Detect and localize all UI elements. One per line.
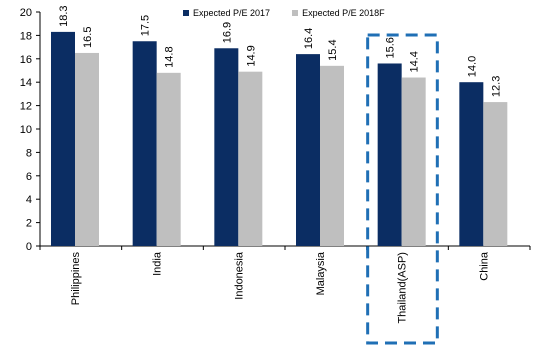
- bar-2017: [51, 31, 75, 246]
- bar-2017: [132, 41, 157, 246]
- data-label: 16.5: [82, 27, 94, 48]
- y-tick-label: 14: [20, 77, 32, 89]
- y-tick-label: 20: [20, 7, 32, 19]
- category-label: China: [478, 251, 490, 281]
- bar-2017: [459, 82, 484, 246]
- bar-2018f: [401, 77, 426, 247]
- data-label: 14.9: [245, 45, 257, 66]
- data-label: 16.9: [221, 22, 233, 43]
- chart-legend: Expected P/E 2017 Expected P/E 2018F: [183, 8, 385, 18]
- data-label: 14.0: [466, 56, 478, 77]
- y-tick-label: 6: [26, 171, 32, 183]
- y-tick-label: 2: [26, 218, 32, 230]
- category-label: Philippines: [70, 252, 82, 306]
- bar-2018f: [238, 71, 263, 246]
- bar-2018f: [483, 102, 508, 246]
- y-tick-label: 18: [20, 30, 32, 42]
- y-tick-label: 0: [26, 241, 32, 253]
- legend-swatch-2017: [183, 10, 189, 16]
- bar-2018f: [156, 72, 181, 246]
- bar-2018f: [75, 52, 99, 247]
- data-label: 15.6: [385, 37, 397, 58]
- legend-label-2017: Expected P/E 2017: [193, 8, 271, 18]
- data-label: 14.8: [164, 46, 176, 67]
- y-tick-label: 12: [20, 101, 32, 113]
- data-label: 14.4: [409, 51, 421, 72]
- bar-2018f: [320, 65, 344, 246]
- category-label: Thailand(ASP): [397, 252, 409, 324]
- category-label: India: [152, 251, 164, 276]
- legend-label-2018f: Expected P/E 2018F: [302, 8, 385, 18]
- data-label: 18.3: [58, 5, 70, 26]
- data-label: 16.4: [303, 28, 315, 49]
- data-label: 17.5: [140, 15, 152, 36]
- bar-2017: [296, 54, 320, 247]
- y-tick-label: 16: [20, 54, 32, 66]
- bar-2017: [214, 48, 239, 246]
- bar-2017: [377, 63, 402, 247]
- y-tick-label: 8: [26, 147, 32, 159]
- y-tick-label: 4: [26, 194, 32, 206]
- y-tick-label: 10: [20, 124, 32, 136]
- legend-swatch-2018f: [292, 10, 299, 16]
- category-label: Indonesia: [233, 251, 245, 300]
- data-label: 15.4: [327, 39, 339, 60]
- legend-item-2017: Expected P/E 2017: [183, 8, 270, 18]
- category-label: Malaysia: [315, 251, 327, 295]
- data-label: 12.3: [490, 76, 502, 97]
- legend-item-2018f: Expected P/E 2018F: [292, 8, 385, 18]
